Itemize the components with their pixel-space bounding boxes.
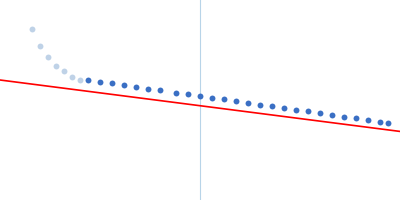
Point — [133, 85, 139, 88]
Point — [353, 117, 359, 120]
Point — [157, 89, 163, 92]
Point — [85, 78, 91, 82]
Point — [37, 44, 43, 47]
Point — [173, 91, 179, 94]
Point — [29, 27, 35, 30]
Point — [269, 105, 275, 108]
Point — [97, 80, 103, 83]
Point — [69, 76, 75, 79]
Point — [365, 118, 371, 122]
Point — [145, 87, 151, 90]
Point — [209, 96, 215, 99]
Point — [257, 103, 263, 106]
Point — [185, 93, 191, 96]
Point — [293, 108, 299, 111]
Point — [233, 100, 239, 103]
Point — [317, 112, 323, 115]
Point — [385, 121, 391, 124]
Point — [61, 70, 67, 73]
Point — [45, 56, 51, 59]
Point — [53, 64, 59, 67]
Point — [281, 106, 287, 110]
Point — [197, 94, 203, 98]
Point — [77, 78, 83, 82]
Point — [221, 98, 227, 101]
Point — [245, 101, 251, 104]
Point — [109, 82, 115, 85]
Point — [377, 120, 383, 123]
Point — [305, 110, 311, 113]
Point — [121, 84, 127, 87]
Point — [341, 115, 347, 118]
Point — [329, 113, 335, 116]
